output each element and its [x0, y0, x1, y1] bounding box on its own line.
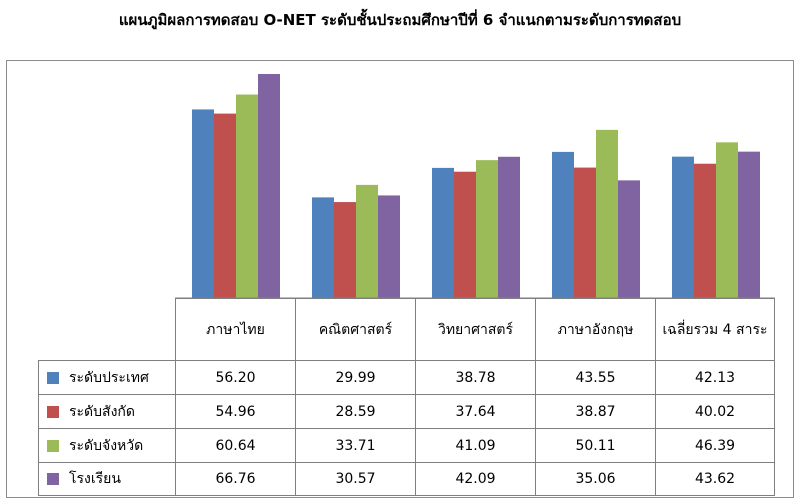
- bar-2-2: [476, 160, 498, 298]
- value-cell: 42.13: [655, 360, 775, 394]
- value-cell: 41.09: [415, 428, 535, 462]
- bar-4-0: [672, 156, 694, 298]
- value-cell: 66.76: [175, 462, 295, 496]
- bar-1-2: [356, 184, 378, 298]
- value-cell: 54.96: [175, 394, 295, 428]
- bar-2-1: [454, 171, 476, 298]
- series-name: ระดับจังหวัด: [69, 437, 144, 454]
- legend-entry: โรงเรียน: [38, 462, 175, 496]
- value-cell: 37.64: [415, 394, 535, 428]
- value-cell: 60.64: [175, 428, 295, 462]
- series-name: โรงเรียน: [69, 471, 121, 487]
- value-cell: 56.20: [175, 360, 295, 394]
- bar-0-2: [236, 94, 258, 298]
- chart-frame: [6, 60, 794, 498]
- bar-3-3: [618, 180, 640, 298]
- bar-0-0: [192, 109, 214, 298]
- series-name: ระดับประเทศ: [69, 369, 149, 386]
- value-cell: 40.02: [655, 394, 775, 428]
- category-label: ภาษาอังกฤษ: [535, 298, 655, 360]
- category-label: คณิตศาสตร์: [295, 298, 415, 360]
- bar-2-0: [432, 167, 454, 298]
- legend-swatch: [47, 405, 59, 418]
- bar-3-2: [596, 129, 618, 298]
- bar-4-1: [694, 163, 716, 298]
- bar-3-1: [574, 167, 596, 298]
- value-cell: 38.87: [535, 394, 655, 428]
- value-cell: 30.57: [295, 462, 415, 496]
- bar-4-2: [716, 142, 738, 298]
- value-cell: 33.71: [295, 428, 415, 462]
- bar-1-3: [378, 195, 400, 298]
- category-label: เฉลี่ยรวม 4 สาระ: [655, 298, 775, 360]
- value-cell: 43.62: [655, 462, 775, 496]
- legend-swatch: [47, 473, 59, 485]
- value-cell: 42.09: [415, 462, 535, 496]
- legend-swatch: [47, 439, 59, 452]
- value-cell: 29.99: [295, 360, 415, 394]
- bar-2-3: [498, 156, 520, 298]
- bar-0-1: [214, 113, 236, 299]
- value-cell: 38.78: [415, 360, 535, 394]
- legend-entry: ระดับสังกัด: [38, 394, 175, 428]
- value-cell: 50.11: [535, 428, 655, 462]
- value-cell: 46.39: [655, 428, 775, 462]
- series-name: ระดับสังกัด: [69, 403, 135, 420]
- bar-0-3: [258, 74, 280, 298]
- category-label: ภาษาไทย: [175, 298, 295, 360]
- chart-title: แผนภูมิผลการทดสอบ O-NET ระดับชั้นประถมศึ…: [118, 11, 682, 29]
- legend-entry: ระดับประเทศ: [38, 360, 175, 394]
- value-cell: 43.55: [535, 360, 655, 394]
- bar-1-1: [334, 202, 356, 298]
- category-label: วิทยาศาสตร์: [415, 298, 535, 360]
- bar-4-3: [738, 151, 760, 298]
- legend-entry: ระดับจังหวัด: [38, 428, 175, 462]
- value-cell: 35.06: [535, 462, 655, 496]
- bar-1-0: [312, 197, 334, 298]
- bar-3-0: [552, 151, 574, 298]
- legend-swatch: [47, 371, 59, 384]
- value-cell: 28.59: [295, 394, 415, 428]
